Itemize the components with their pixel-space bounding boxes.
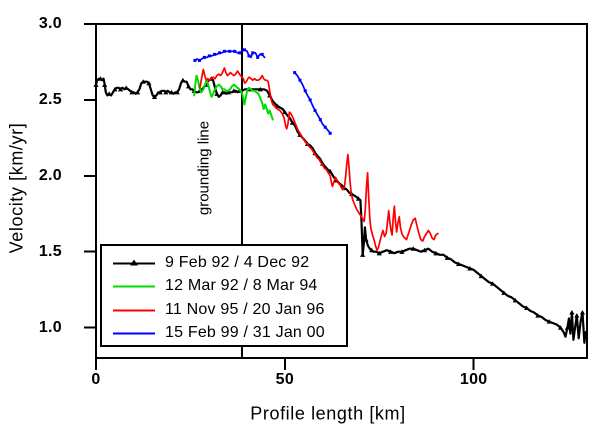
legend-line-sample xyxy=(113,332,155,335)
x-tick-label: 50 xyxy=(275,371,295,388)
plot-frame xyxy=(95,23,588,359)
y-tick-label: 3.0 xyxy=(38,15,62,32)
series-0 xyxy=(93,76,587,344)
legend-triangle-marker xyxy=(130,259,138,266)
y-axis-title: Velocity [km/yr] xyxy=(6,122,27,254)
legend-label: 11 Nov 95 / 20 Jan 96 xyxy=(165,300,325,318)
legend-line-sample xyxy=(113,259,155,266)
y-tick-label: 2.5 xyxy=(38,90,62,108)
legend-item: 12 Mar 92 / 8 Mar 94 xyxy=(112,275,346,299)
legend-label: 9 Feb 92 / 4 Dec 92 xyxy=(165,253,310,271)
x-tick-label: 100 xyxy=(459,371,488,388)
y-tick-label: 1.0 xyxy=(38,318,62,336)
legend: 9 Feb 92 / 4 Dec 92 12 Mar 92 / 8 Mar 94 1… xyxy=(100,244,348,347)
legend-label: 12 Mar 92 / 8 Mar 94 xyxy=(165,277,318,295)
x-axis-title: Profile length [km] xyxy=(250,403,406,424)
legend-label: 15 Feb 99 / 31 Jan 00 xyxy=(165,324,325,342)
legend-line-sample xyxy=(113,285,155,288)
y-tick-label: 2.0 xyxy=(38,166,62,184)
legend-line-sample xyxy=(113,309,155,312)
grounding-line-label: grounding line xyxy=(195,120,213,216)
series-2 xyxy=(199,67,439,252)
legend-item: 9 Feb 92 / 4 Dec 92 xyxy=(112,251,346,275)
y-tick-label: 1.5 xyxy=(38,242,62,260)
series-1 xyxy=(193,74,274,121)
series-3 xyxy=(193,48,332,135)
legend-item: 11 Nov 95 / 20 Jan 96 xyxy=(112,298,346,322)
x-tick-label: 0 xyxy=(91,371,101,388)
legend-item: 15 Feb 99 / 31 Jan 00 xyxy=(112,322,346,346)
